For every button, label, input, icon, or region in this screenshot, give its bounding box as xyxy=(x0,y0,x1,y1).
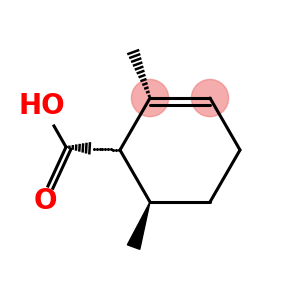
Circle shape xyxy=(191,80,229,117)
Text: HO: HO xyxy=(19,92,65,121)
Circle shape xyxy=(131,80,169,117)
Text: O: O xyxy=(33,187,57,215)
Polygon shape xyxy=(128,202,150,249)
